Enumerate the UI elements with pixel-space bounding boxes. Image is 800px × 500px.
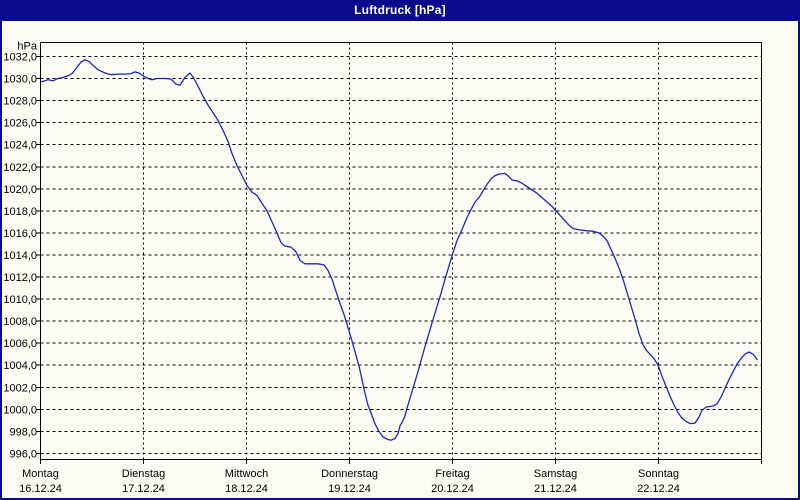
day-date-label: 16.12.24 bbox=[19, 483, 62, 495]
day-name-label: Donnerstag bbox=[321, 468, 378, 480]
y-tick-label: 1026,0 bbox=[3, 118, 37, 130]
pressure-line bbox=[40, 59, 758, 441]
y-tick-label: 1012,0 bbox=[3, 272, 37, 284]
day-name-label: Dienstag bbox=[122, 468, 165, 480]
y-tick-label: 1020,0 bbox=[3, 184, 37, 196]
y-tick-label: 1032,0 bbox=[3, 52, 37, 64]
y-tick-label: 1030,0 bbox=[3, 74, 37, 86]
day-name-label: Mittwoch bbox=[225, 468, 268, 480]
x-gridlines bbox=[40, 42, 762, 464]
y-tick-label: 1014,0 bbox=[3, 250, 37, 262]
y-tick-label: 1006,0 bbox=[3, 338, 37, 350]
y-tick-label: 1002,0 bbox=[3, 382, 37, 394]
y-tick-label: 1024,0 bbox=[3, 140, 37, 152]
day-name-label: Freitag bbox=[435, 468, 469, 480]
plot-border bbox=[40, 42, 762, 460]
y-tick-label: 1022,0 bbox=[3, 162, 37, 174]
y-tick-label: 996,0 bbox=[9, 448, 37, 460]
y-tick-label: 1008,0 bbox=[3, 316, 37, 328]
y-tick-label: 1016,0 bbox=[3, 228, 37, 240]
day-date-label: 17.12.24 bbox=[122, 483, 165, 495]
y-tick-label: 1028,0 bbox=[3, 96, 37, 108]
day-name-label: Samstag bbox=[534, 468, 577, 480]
day-date-label: 22.12.24 bbox=[637, 483, 680, 495]
day-date-label: 21.12.24 bbox=[534, 483, 577, 495]
window-title: Luftdruck [hPa] bbox=[354, 3, 446, 17]
day-name-label: Sonntag bbox=[638, 468, 679, 480]
y-axis-unit-label: hPa bbox=[17, 41, 37, 53]
day-date-label: 19.12.24 bbox=[328, 483, 371, 495]
y-tick-labels: 1032,0 1030,0 1028,0 1026,0 1024,0 1022,0 1020… bbox=[3, 41, 38, 461]
y-tick-label: 1010,0 bbox=[3, 294, 37, 306]
y-tick-label: 998,0 bbox=[9, 426, 37, 438]
y-gridlines bbox=[36, 56, 762, 454]
x-day-labels: Montag 16.12.24 Dienstag 17.12.24 Mittwoch 18… bbox=[19, 468, 680, 495]
day-name-label: Montag bbox=[22, 468, 59, 480]
y-tick-label: 1004,0 bbox=[3, 360, 37, 372]
y-tick-label: 1018,0 bbox=[3, 206, 37, 218]
y-tick-label: 1000,0 bbox=[3, 404, 37, 416]
window-titlebar: Luftdruck [hPa] bbox=[0, 0, 800, 21]
day-date-label: 20.12.24 bbox=[431, 483, 474, 495]
day-date-label: 18.12.24 bbox=[225, 483, 268, 495]
